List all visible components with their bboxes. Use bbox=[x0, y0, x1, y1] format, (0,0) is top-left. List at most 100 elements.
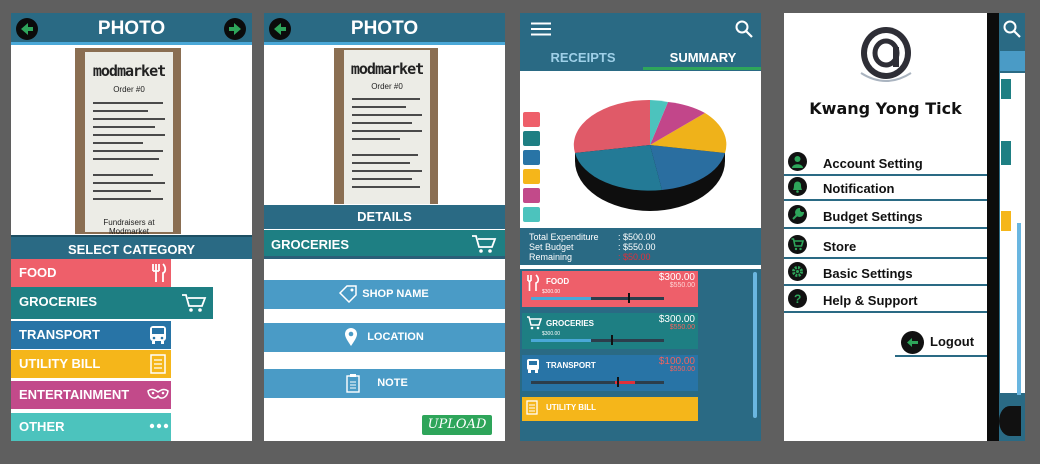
expense-card-transport[interactable]: TRANSPORT $100.00 $550.00 bbox=[522, 355, 698, 391]
menu-item-basic-settings[interactable]: Basic Settings bbox=[784, 260, 987, 286]
user-icon bbox=[788, 152, 807, 171]
menu-item-label: Account Setting bbox=[823, 156, 923, 171]
expense-progress-label: $300.00 bbox=[542, 289, 561, 295]
menu-item-label: Notification bbox=[823, 181, 895, 196]
back-button[interactable] bbox=[16, 18, 38, 40]
category-label: GROCERIES bbox=[271, 237, 350, 252]
receipt-footer: Fundraisers at Modmarket bbox=[103, 218, 155, 234]
expense-name: FOOD bbox=[546, 277, 570, 286]
remaining-label: Remaining bbox=[529, 252, 573, 262]
pie-slice-entertainment bbox=[650, 102, 705, 145]
category-utility-bill[interactable]: UTILITY BILL bbox=[11, 350, 171, 378]
arrow-left-icon bbox=[274, 23, 286, 35]
category-food[interactable]: FOOD bbox=[11, 259, 171, 287]
cart-icon bbox=[527, 316, 542, 330]
budget-value: : $550.00 bbox=[618, 242, 656, 252]
cart-icon bbox=[472, 235, 497, 253]
expense-progress bbox=[531, 335, 664, 345]
tag-icon bbox=[338, 285, 357, 303]
tab-receipts[interactable]: RECEIPTS bbox=[550, 50, 616, 65]
tab-bar: RECEIPTS SUMMARY bbox=[520, 44, 761, 71]
budget-summary: Total Expenditure: $500.00 Set Budget: $… bbox=[520, 228, 761, 265]
search-icon bbox=[1003, 20, 1021, 38]
expense-progress bbox=[531, 377, 664, 387]
expense-marker bbox=[628, 293, 631, 303]
category-other[interactable]: OTHER bbox=[11, 413, 171, 441]
side-mask-icon[interactable] bbox=[523, 188, 540, 203]
expense-card-groceries[interactable]: GROCERIES $300.00 $550.00 $300.00 bbox=[522, 313, 698, 349]
header-bar: PHOTO bbox=[264, 13, 505, 45]
side-cart-icon[interactable] bbox=[523, 131, 540, 146]
side-bus-icon[interactable] bbox=[523, 150, 540, 165]
expense-progress-label: $300.00 bbox=[542, 331, 561, 337]
expense-name: TRANSPORT bbox=[546, 361, 596, 370]
menu-item-label: Store bbox=[823, 239, 857, 254]
help-icon: ? bbox=[788, 289, 807, 308]
side-food-icon[interactable] bbox=[523, 112, 540, 127]
location-field[interactable]: LOCATION bbox=[264, 323, 505, 352]
expense-budget: $550.00 bbox=[669, 324, 695, 331]
menu-item-notification[interactable]: Notification bbox=[784, 175, 987, 201]
receipt-order: Order #0 bbox=[371, 82, 403, 91]
summary-screen: RECEIPTS SUMMARY Total Expenditure: $500… bbox=[520, 13, 761, 441]
list-scrollbar[interactable] bbox=[753, 272, 757, 418]
side-more-icon[interactable] bbox=[523, 207, 540, 222]
category-transport[interactable]: TRANSPORT bbox=[11, 321, 171, 349]
cart-icon bbox=[182, 294, 207, 312]
category-label: GROCERIES bbox=[19, 294, 98, 309]
expense-pie-chart bbox=[573, 99, 727, 211]
wrench-icon bbox=[788, 205, 807, 224]
category-label: OTHER bbox=[19, 419, 65, 434]
menu-item-store[interactable]: Store bbox=[784, 233, 987, 259]
expense-card-food[interactable]: FOOD $300.00 $550.00 $300.00 bbox=[522, 271, 698, 307]
menu-item-budget-settings[interactable]: Budget Settings bbox=[784, 203, 987, 229]
forward-button[interactable] bbox=[224, 18, 246, 40]
note-field[interactable]: NOTE bbox=[264, 369, 505, 398]
gear-icon bbox=[788, 262, 807, 281]
expense-name: GROCERIES bbox=[546, 319, 595, 328]
photo-screen: PHOTO modmarket Order #0 Fundraisers at … bbox=[11, 13, 252, 441]
bus-icon bbox=[150, 326, 166, 344]
location-label: LOCATION bbox=[367, 331, 424, 343]
expense-name: UTILITY BILL bbox=[546, 403, 597, 412]
expense-marker bbox=[617, 377, 620, 387]
receipt-logo: modmarket bbox=[350, 60, 424, 78]
menu-item-label: Help & Support bbox=[823, 293, 918, 308]
app-logo-icon bbox=[860, 27, 912, 82]
arrow-left-icon bbox=[21, 23, 33, 35]
remaining-value: : $50.00 bbox=[618, 252, 651, 262]
tab-summary[interactable]: SUMMARY bbox=[669, 50, 737, 65]
fork-knife-icon bbox=[152, 263, 167, 282]
cart-icon bbox=[788, 235, 807, 254]
expense-card-utility-bill[interactable]: UTILITY BILL bbox=[522, 397, 698, 421]
mask-icon bbox=[147, 388, 169, 399]
shop-name-label: SHOP NAME bbox=[362, 288, 429, 300]
menu-screen: Kwang Yong Tick Account Setting Notifica… bbox=[784, 13, 1025, 441]
header-bar: PHOTO bbox=[11, 13, 252, 45]
back-button[interactable] bbox=[269, 18, 291, 40]
details-header: DETAILS bbox=[264, 205, 505, 229]
shop-name-field[interactable]: SHOP NAME bbox=[264, 280, 505, 309]
upload-button[interactable]: UPLOAD bbox=[422, 415, 492, 435]
category-entertainment[interactable]: ENTERTAINMENT bbox=[11, 381, 171, 409]
bell-icon bbox=[788, 177, 807, 196]
expense-amount: $100.00 bbox=[658, 356, 695, 367]
clipboard-icon bbox=[346, 374, 360, 393]
menu-item-help-support[interactable]: ? Help & Support bbox=[784, 287, 987, 313]
search-icon[interactable] bbox=[735, 20, 753, 38]
side-bill-icon[interactable] bbox=[523, 169, 540, 184]
logout-label: Logout bbox=[930, 334, 975, 349]
receipt-logo: modmarket bbox=[92, 62, 166, 80]
more-icon bbox=[149, 423, 169, 429]
category-label: TRANSPORT bbox=[19, 327, 100, 342]
menu-item-label: Basic Settings bbox=[823, 266, 913, 281]
receipt-paper: modmarket Order #0 Fundraisers at Modmar… bbox=[85, 52, 173, 234]
menu-item-account-setting[interactable]: Account Setting bbox=[784, 150, 987, 176]
hamburger-menu-icon[interactable] bbox=[531, 22, 551, 36]
category-label: ENTERTAINMENT bbox=[19, 387, 130, 402]
receipt-order: Order #0 bbox=[113, 85, 145, 94]
logout-button[interactable]: Logout bbox=[895, 327, 987, 357]
selected-category[interactable]: GROCERIES bbox=[264, 230, 505, 259]
category-groceries[interactable]: GROCERIES bbox=[11, 287, 213, 319]
header-bar bbox=[520, 13, 761, 44]
